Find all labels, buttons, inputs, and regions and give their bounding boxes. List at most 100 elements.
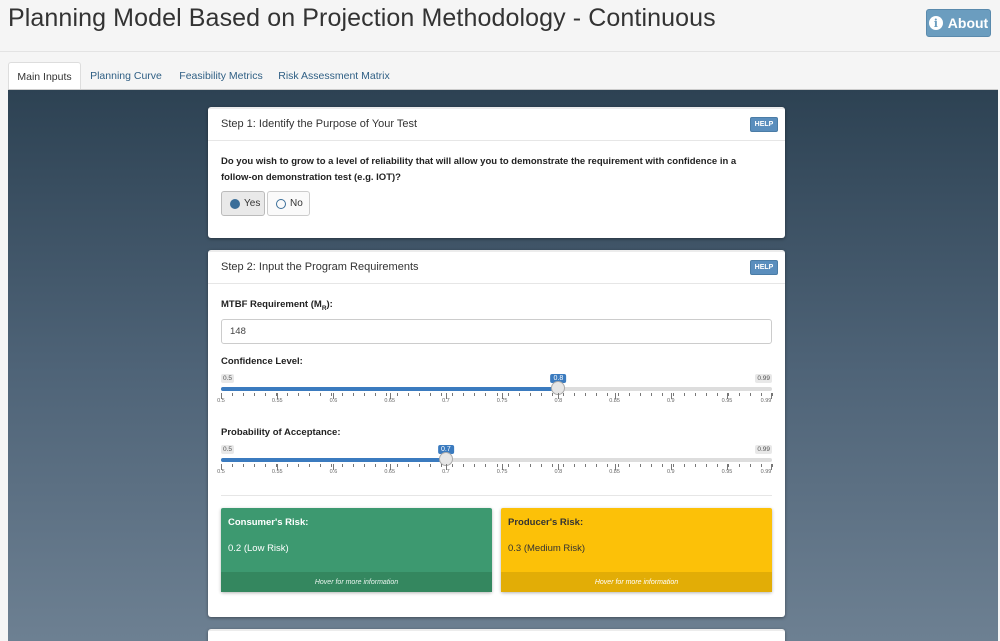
step3-panel [208,629,785,641]
slider-minor-tick [628,393,630,396]
slider-minor-tick [650,393,652,396]
slider-major-tick [445,464,447,470]
tab-feasibility-metrics[interactable]: Feasibility Metrics [179,70,263,82]
step1-header: Step 1: Identify the Purpose of Your Tes… [208,109,785,141]
radio-no-label: No [290,198,303,209]
slider-minor-tick [452,393,454,396]
slider-major-tick [558,393,560,399]
slider-minor-tick [727,393,729,396]
slider-minor-tick [595,464,597,467]
slider-major-tick [445,393,447,399]
consumer-risk-value: 0.2 (Low Risk) [228,543,289,554]
slider-minor-tick [760,393,762,396]
slider-tick-label: 0.7 [442,469,450,475]
step1-title: Step 1: Identify the Purpose of Your Tes… [221,118,418,130]
slider-minor-tick [320,393,322,396]
about-button[interactable]: i About [926,9,991,37]
slider-tick-label: 0.6 [329,469,338,475]
mtbf-input[interactable]: 148 [221,319,772,344]
slider-minor-tick [738,464,740,467]
slider-tick-label: 0.6 [329,398,338,404]
tab-planning-curve[interactable]: Planning Curve [90,70,162,82]
slider-minor-tick [606,393,608,396]
slider-minor-tick [573,393,575,396]
slider-minor-tick [727,464,729,467]
slider-tick-label: 0.7 [442,398,450,404]
slider-minor-tick [287,393,289,396]
slider-major-tick [558,464,560,470]
slider-minor-tick [364,393,366,396]
slider-minor-tick [331,464,333,467]
acceptance-slider[interactable]: 0.5 0.99 0.7 0.5 0.55 0.6 0.65 0.7 0.75 0.8 0.8… [217,445,773,485]
slider-minor-tick [419,464,421,467]
slider-tick-label: 0.65 [384,398,396,404]
slider-minor-tick [562,464,564,467]
slider-minor-tick [232,464,234,467]
slider-major-tick [221,393,222,399]
slider-tick-label: 0.8 [554,398,563,404]
slider-minor-tick [584,464,586,467]
slider-minor-tick [309,464,311,467]
slider-major-tick [277,464,279,470]
slider-minor-tick [342,393,344,396]
slider-minor-tick [342,464,344,467]
radio-yes[interactable]: Yes [221,191,265,216]
slider-minor-tick [705,464,707,467]
step2-panel: Step 2: Input the Program Requirements H… [208,250,785,617]
slider-minor-tick [243,393,245,396]
slider-minor-tick [265,393,267,396]
slider-minor-tick [243,464,245,467]
slider-tick-label: 0.9 [666,398,675,404]
slider-track[interactable] [221,458,772,462]
slider-minor-tick [529,393,531,396]
slider-max-label: 0.99 [755,374,772,383]
radio-unselected-icon [276,198,286,209]
slider-value-label: 0.7 [438,445,454,454]
slider-minor-tick [276,393,278,396]
slider-minor-tick [386,393,388,396]
title-bar: Planning Model Based on Projection Metho… [0,0,1000,52]
step1-help-button[interactable]: HELP [750,117,778,132]
slider-minor-tick [529,464,531,467]
slider-minor-tick [507,464,509,467]
consumer-risk-footer: Hover for more information [221,572,492,592]
confidence-label: Confidence Level: [221,356,303,367]
slider-minor-tick [749,393,751,396]
slider-minor-tick [419,393,421,396]
slider-major-tick [502,464,504,470]
slider-minor-tick [287,464,289,467]
slider-minor-tick [749,464,751,467]
slider-minor-tick [441,464,443,467]
slider-minor-tick [496,393,498,396]
slider-minor-tick [507,393,509,396]
confidence-slider[interactable]: 0.5 0.99 0.8 0.5 0.55 0.6 0.65 0.7 0.75 0.8 0.8… [217,374,773,414]
slider-minor-tick [772,464,773,467]
slider-minor-tick [353,393,355,396]
slider-major-tick [771,464,772,470]
slider-minor-tick [276,464,278,467]
producer-risk-title: Producer's Risk: [508,517,584,528]
producer-risk-card[interactable]: Producer's Risk: 0.3 (Medium Risk) Hover… [501,508,772,592]
slider-tick-label: 0.85 [609,469,620,475]
step2-help-button[interactable]: HELP [750,260,778,275]
slider-minor-tick [628,464,630,467]
slider-major-tick [389,393,391,399]
slider-tick-label: 0.75 [496,398,508,404]
slider-minor-tick [606,464,608,467]
consumer-risk-title: Consumer's Risk: [228,517,309,528]
consumer-risk-card[interactable]: Consumer's Risk: 0.2 (Low Risk) Hover fo… [221,508,492,592]
slider-tick-label: 0.55 [271,469,283,475]
slider-minor-tick [474,464,476,467]
slider-minor-tick [683,393,685,396]
radio-selected-icon [230,198,240,209]
slider-fill [221,387,559,391]
tab-main-inputs[interactable]: Main Inputs [8,62,81,90]
step2-header: Step 2: Input the Program Requirements H… [208,252,785,284]
step1-panel: Step 1: Identify the Purpose of Your Tes… [208,107,785,238]
radio-no[interactable]: No [267,191,310,216]
tab-risk-assessment-matrix[interactable]: Risk Assessment Matrix [278,70,390,82]
slider-minor-tick [683,464,685,467]
slider-minor-tick [496,464,498,467]
acceptance-label: Probability of Acceptance: [221,427,341,438]
slider-major-tick [614,393,616,399]
